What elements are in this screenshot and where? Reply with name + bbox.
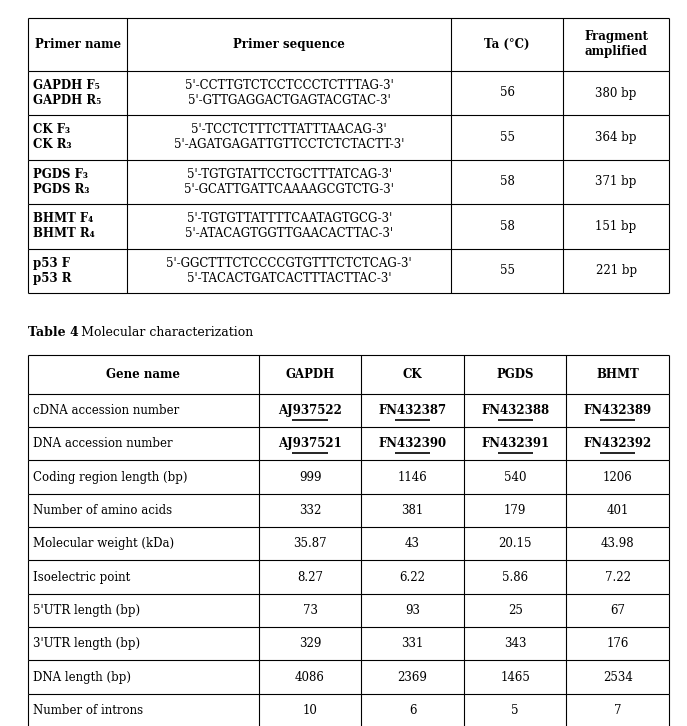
Text: FN432391: FN432391	[481, 437, 549, 450]
Text: 7.22: 7.22	[605, 571, 631, 584]
Text: FN432388: FN432388	[481, 404, 549, 417]
Text: FN432390: FN432390	[379, 437, 447, 450]
Text: 5'-TCCTCTTTCTTATTTAACAG-3'
5'-AGATGAGATTGTTCCTCTCTACTT-3': 5'-TCCTCTTTCTTATTTAACAG-3' 5'-AGATGAGATT…	[174, 123, 405, 152]
Text: 343: 343	[504, 637, 526, 650]
Text: 10: 10	[302, 704, 317, 717]
Text: 540: 540	[504, 470, 526, 484]
Text: GAPDH: GAPDH	[285, 368, 335, 381]
Text: FN432387: FN432387	[379, 404, 447, 417]
Text: 371 bp: 371 bp	[596, 176, 637, 188]
Text: Isoelectric point: Isoelectric point	[33, 571, 131, 584]
Text: GAPDH F₅
GAPDH R₅: GAPDH F₅ GAPDH R₅	[33, 79, 101, 107]
Text: 58: 58	[499, 220, 515, 233]
Text: BHMT: BHMT	[596, 368, 639, 381]
Text: 35.87: 35.87	[293, 537, 327, 550]
Text: 6: 6	[409, 704, 416, 717]
Text: Primer sequence: Primer sequence	[234, 38, 345, 51]
Text: Primer name: Primer name	[34, 38, 121, 51]
Text: 151 bp: 151 bp	[596, 220, 637, 233]
Text: 2534: 2534	[602, 671, 633, 684]
Text: 179: 179	[504, 504, 526, 517]
Text: 5'-TGTGTATTCCTGCTTTATCAG-3'
5'-GCATTGATTCAAAAGCGTCTG-3': 5'-TGTGTATTCCTGCTTTATCAG-3' 5'-GCATTGATT…	[184, 168, 394, 196]
Text: : Molecular characterization: : Molecular characterization	[74, 327, 254, 339]
Text: 56: 56	[499, 86, 515, 99]
Text: 4086: 4086	[295, 671, 325, 684]
Text: 3'UTR length (bp): 3'UTR length (bp)	[33, 637, 140, 650]
Text: Coding region length (bp): Coding region length (bp)	[33, 470, 188, 484]
Text: 5.86: 5.86	[502, 571, 528, 584]
Text: Ta (°C): Ta (°C)	[484, 38, 530, 51]
Text: 5'-TGTGTTATTTTCAATAGTGCG-3'
5'-ATACAGTGGTTGAACACTTAC-3': 5'-TGTGTTATTTTCAATAGTGCG-3' 5'-ATACAGTGG…	[185, 212, 393, 240]
Text: 331: 331	[401, 637, 424, 650]
Text: 20.15: 20.15	[498, 537, 532, 550]
Text: FN432389: FN432389	[584, 404, 652, 417]
Text: DNA accession number: DNA accession number	[33, 437, 172, 450]
Text: 332: 332	[299, 504, 322, 517]
Text: 221 bp: 221 bp	[596, 264, 637, 277]
Text: 73: 73	[302, 604, 317, 617]
Text: 25: 25	[508, 604, 523, 617]
Text: 43: 43	[405, 537, 420, 550]
Text: 1146: 1146	[398, 470, 427, 484]
Text: 5'UTR length (bp): 5'UTR length (bp)	[33, 604, 140, 617]
Text: 401: 401	[607, 504, 629, 517]
Text: 55: 55	[499, 131, 515, 144]
Text: 381: 381	[401, 504, 424, 517]
Text: 5'-GGCTTTCTCCCCGTGTTTCTCTCAG-3'
5'-TACACTGATCACTTTACTTAC-3': 5'-GGCTTTCTCCCCGTGTTTCTCTCAG-3' 5'-TACAC…	[166, 257, 412, 285]
Text: 1206: 1206	[603, 470, 633, 484]
Text: 999: 999	[299, 470, 322, 484]
Text: cDNA accession number: cDNA accession number	[33, 404, 179, 417]
Text: CK F₃
CK R₃: CK F₃ CK R₃	[33, 123, 71, 152]
Text: Number of amino acids: Number of amino acids	[33, 504, 172, 517]
Text: AJ937522: AJ937522	[278, 404, 342, 417]
Text: Fragment
amplified: Fragment amplified	[584, 30, 648, 58]
Text: DNA length (bp): DNA length (bp)	[33, 671, 131, 684]
Text: Molecular weight (kDa): Molecular weight (kDa)	[33, 537, 174, 550]
Text: PGDS: PGDS	[497, 368, 534, 381]
Text: FN432392: FN432392	[583, 437, 652, 450]
Text: 93: 93	[405, 604, 420, 617]
Text: 176: 176	[607, 637, 629, 650]
Text: 1465: 1465	[500, 671, 530, 684]
Text: Number of introns: Number of introns	[33, 704, 143, 717]
Text: 55: 55	[499, 264, 515, 277]
Text: PGDS F₃
PGDS R₃: PGDS F₃ PGDS R₃	[33, 168, 89, 196]
Text: 2369: 2369	[398, 671, 427, 684]
Text: 43.98: 43.98	[601, 537, 635, 550]
Text: CK: CK	[403, 368, 423, 381]
Text: 380 bp: 380 bp	[596, 86, 637, 99]
Text: 329: 329	[299, 637, 322, 650]
Text: 364 bp: 364 bp	[596, 131, 637, 144]
Text: p53 F
p53 R: p53 F p53 R	[33, 257, 71, 285]
Text: Gene name: Gene name	[106, 368, 181, 381]
Text: 5'-CCTTGTCTCCTCCCTCTTTAG-3'
5'-GTTGAGGACTGAGTACGTAC-3': 5'-CCTTGTCTCCTCCCTCTTTAG-3' 5'-GTTGAGGAC…	[185, 79, 394, 107]
Text: 6.22: 6.22	[400, 571, 426, 584]
Text: AJ937521: AJ937521	[278, 437, 342, 450]
Text: Table 4: Table 4	[28, 327, 79, 339]
Text: BHMT F₄
BHMT R₄: BHMT F₄ BHMT R₄	[33, 212, 95, 240]
Text: 8.27: 8.27	[297, 571, 323, 584]
Text: 7: 7	[614, 704, 622, 717]
Text: 5: 5	[511, 704, 519, 717]
Text: 67: 67	[610, 604, 625, 617]
Text: 58: 58	[499, 176, 515, 188]
